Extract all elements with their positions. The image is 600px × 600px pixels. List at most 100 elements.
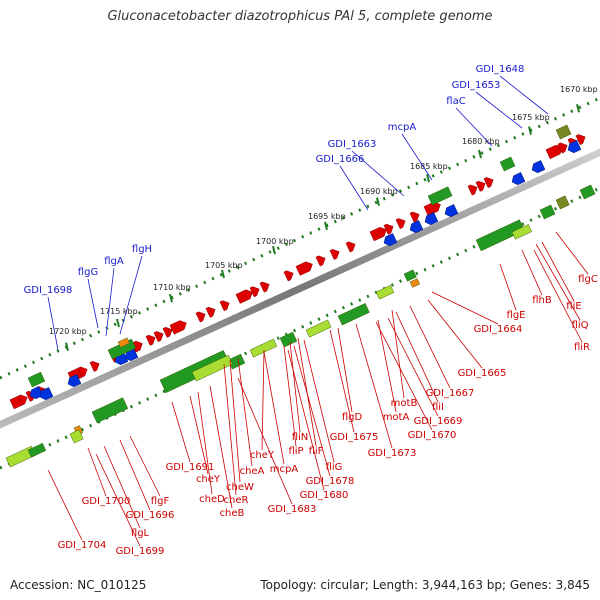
cog-feature-block[interactable] <box>279 331 298 348</box>
reverse-gene-arrow[interactable] <box>566 140 582 154</box>
cog-feature-block[interactable] <box>91 397 129 424</box>
gene-label[interactable]: flgE <box>507 310 526 321</box>
gene-label[interactable]: GDI_1696 <box>126 510 175 521</box>
gene-label[interactable]: fliR <box>574 342 590 353</box>
forward-gene-arrow[interactable] <box>315 254 327 267</box>
cog-feature-block[interactable] <box>305 319 332 338</box>
gene-label[interactable]: cheD <box>199 494 225 505</box>
gene-label[interactable]: flgC <box>578 274 598 285</box>
forward-gene-arrow[interactable] <box>369 225 389 242</box>
cog-feature-block[interactable] <box>539 204 556 220</box>
gene-label[interactable]: GDI_1691 <box>166 462 215 473</box>
forward-gene-arrow[interactable] <box>145 333 157 346</box>
gene-label[interactable]: cheB <box>220 508 245 519</box>
gene-label[interactable]: fliF <box>309 446 324 457</box>
gene-label[interactable]: GDI_1698 <box>24 285 73 296</box>
gene-label[interactable]: fliI <box>432 402 444 413</box>
gene-label[interactable]: flgA <box>104 256 124 267</box>
forward-gene-arrow[interactable] <box>153 329 165 342</box>
gene-label[interactable]: GDI_1683 <box>268 504 317 515</box>
gene-label[interactable]: flgF <box>151 496 170 507</box>
gene-label[interactable]: flaC <box>446 96 465 107</box>
forward-gene-arrow[interactable] <box>259 280 271 293</box>
cog-feature-block[interactable] <box>555 124 572 140</box>
cog-feature-block[interactable] <box>403 269 417 282</box>
gene-label[interactable]: flgL <box>131 528 150 539</box>
cog-feature-block[interactable] <box>409 278 421 288</box>
reverse-gene-arrow[interactable] <box>382 233 398 247</box>
cog-feature-block[interactable] <box>499 156 516 172</box>
forward-gene-arrow[interactable] <box>205 305 217 318</box>
cog-feature-block[interactable] <box>69 429 84 444</box>
gene-label[interactable]: flgG <box>78 267 98 278</box>
gene-label[interactable]: cheR <box>224 495 249 506</box>
gene-label[interactable]: GDI_1680 <box>300 490 349 501</box>
forward-gene-arrow[interactable] <box>89 359 101 372</box>
reverse-gene-arrow[interactable] <box>66 374 82 388</box>
cog-feature-block[interactable] <box>511 224 532 240</box>
forward-gene-arrow[interactable] <box>383 222 395 235</box>
forward-gene-arrow[interactable] <box>395 216 407 230</box>
gene-label[interactable]: fliE <box>566 301 581 312</box>
gene-label[interactable]: flgH <box>132 244 152 255</box>
cog-feature-block[interactable] <box>555 195 570 210</box>
forward-gene-arrow[interactable] <box>295 260 315 276</box>
gene-label[interactable]: GDI_1673 <box>368 448 417 459</box>
forward-gene-arrow[interactable] <box>17 393 29 406</box>
forward-gene-arrow[interactable] <box>195 310 207 323</box>
cog-feature-block[interactable] <box>337 303 370 326</box>
reverse-gene-arrow[interactable] <box>510 172 526 186</box>
gene-label[interactable]: flgD <box>342 412 363 423</box>
gene-label[interactable]: GDI_1653 <box>452 80 501 91</box>
gene-label[interactable]: mcpA <box>270 464 299 475</box>
forward-gene-arrow[interactable] <box>467 183 479 196</box>
gene-label[interactable]: fliQ <box>572 320 589 331</box>
gene-label[interactable]: flhB <box>532 295 552 306</box>
forward-gene-arrow[interactable] <box>345 240 357 253</box>
cog-feature-block[interactable] <box>117 337 130 348</box>
forward-gene-arrow[interactable] <box>475 179 487 192</box>
gene-label[interactable]: mcpA <box>388 122 417 133</box>
gene-label[interactable]: GDI_1670 <box>408 430 457 441</box>
gene-label[interactable]: fliN <box>292 432 309 443</box>
forward-gene-arrow[interactable] <box>575 132 587 146</box>
gene-label[interactable]: GDI_1669 <box>414 416 463 427</box>
forward-gene-arrow[interactable] <box>219 298 231 312</box>
forward-gene-arrow[interactable] <box>249 284 261 298</box>
gene-label[interactable]: GDI_1664 <box>474 324 523 335</box>
gene-label[interactable]: GDI_1678 <box>306 476 355 487</box>
forward-gene-arrow[interactable] <box>162 325 174 338</box>
forward-gene-arrow[interactable] <box>409 210 421 223</box>
forward-gene-arrow[interactable] <box>77 365 89 378</box>
gene-label[interactable]: cheY <box>196 474 221 485</box>
gene-label[interactable]: fliG <box>326 462 343 473</box>
gene-label[interactable]: motA <box>383 412 410 423</box>
gene-label[interactable]: GDI_1699 <box>116 546 165 557</box>
forward-gene-arrow[interactable] <box>283 269 295 282</box>
gene-label[interactable]: motB <box>391 398 418 409</box>
reverse-gene-arrow[interactable] <box>38 387 54 401</box>
forward-gene-arrow[interactable] <box>557 141 569 154</box>
cog-feature-block[interactable] <box>249 338 278 358</box>
gene-label[interactable]: GDI_1700 <box>82 496 131 507</box>
gene-label[interactable]: GDI_1675 <box>330 432 379 443</box>
gene-label[interactable]: cheY <box>250 450 275 461</box>
reverse-gene-arrow[interactable] <box>443 204 459 218</box>
gene-label[interactable]: cheA <box>240 466 265 477</box>
gene-label[interactable]: fliP <box>288 446 303 457</box>
gene-label[interactable]: GDI_1648 <box>476 64 525 75</box>
gene-label[interactable]: GDI_1667 <box>426 388 475 399</box>
gene-label[interactable]: GDI_1663 <box>328 139 377 150</box>
cog-feature-block[interactable] <box>27 442 47 458</box>
cog-feature-block[interactable] <box>427 186 453 206</box>
gene-label[interactable]: cheW <box>226 482 254 493</box>
reverse-gene-arrow[interactable] <box>408 220 424 234</box>
forward-gene-arrow[interactable] <box>169 318 189 335</box>
cog-feature-block[interactable] <box>375 284 395 300</box>
cog-feature-block[interactable] <box>475 219 525 252</box>
reverse-gene-arrow[interactable] <box>423 212 439 226</box>
forward-gene-arrow[interactable] <box>329 247 341 260</box>
gene-label[interactable]: GDI_1665 <box>458 368 507 379</box>
reverse-gene-arrow[interactable] <box>530 160 546 174</box>
